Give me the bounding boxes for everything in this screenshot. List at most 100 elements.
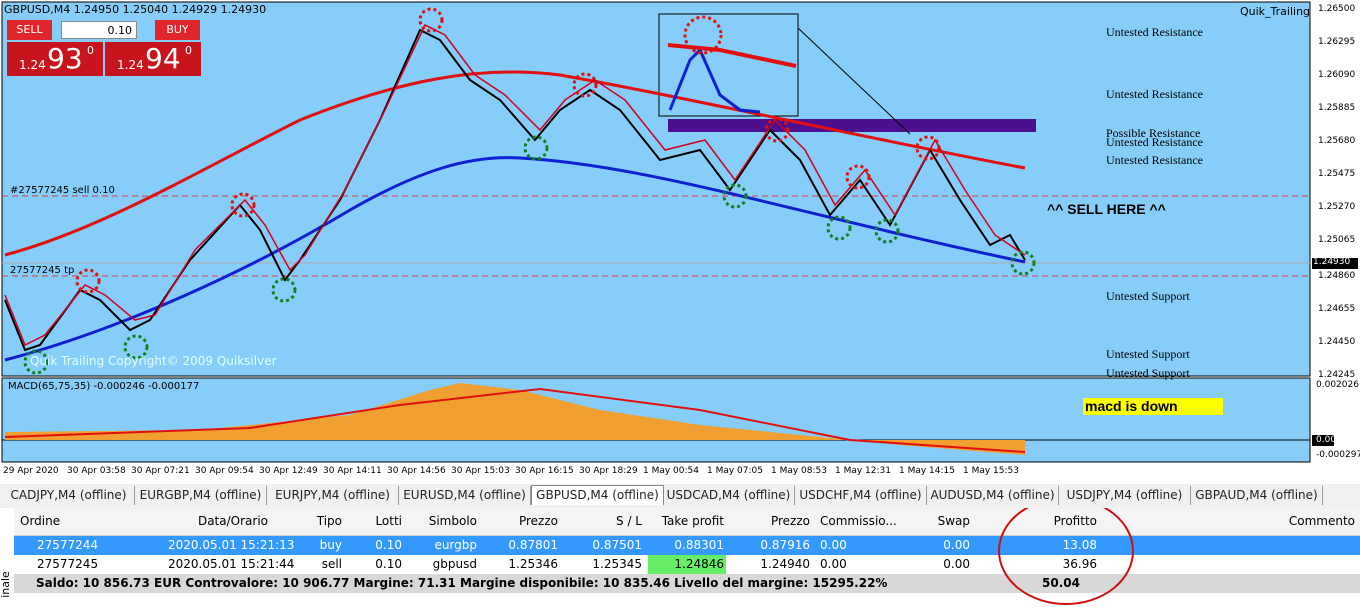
macd-histogram bbox=[5, 383, 1025, 455]
sell-sup: 0 bbox=[87, 44, 94, 57]
column-header: Take profit bbox=[661, 514, 724, 528]
signals bbox=[23, 7, 1036, 375]
copyright: Quik Trailing Copyright© 2009 Quiksilver bbox=[30, 354, 277, 368]
tab[interactable]: GBPAUD,M4 (offline) bbox=[1191, 486, 1323, 505]
tab[interactable]: AUDUSD,M4 (offline) bbox=[927, 486, 1059, 505]
macd-note-bg bbox=[1083, 398, 1223, 415]
tab[interactable]: EURJPY,M4 (offline) bbox=[267, 486, 399, 505]
row-selected-bg bbox=[14, 536, 1360, 555]
tab[interactable]: USDJPY,M4 (offline) bbox=[1059, 486, 1191, 505]
level-annotation: Untested Support bbox=[1106, 347, 1190, 361]
indicator-name: Quik_Trailing bbox=[1240, 5, 1311, 18]
level-annotation: Untested Resistance bbox=[1106, 153, 1203, 167]
column-header: S / L bbox=[616, 514, 642, 528]
table-cell: 0.87916 bbox=[760, 538, 810, 552]
table-cell: 2020.05.01 15:21:44 bbox=[168, 557, 295, 571]
table-cell: 1.25345 bbox=[592, 557, 642, 571]
price-label: 1.25475 bbox=[1318, 169, 1356, 179]
tab[interactable]: GBPUSD,M4 (offline) bbox=[531, 485, 664, 505]
level-annotation: Possible Resistance bbox=[1106, 126, 1201, 140]
macd-signal bbox=[4, 387, 1026, 453]
time-label: 30 Apr 14:11 bbox=[323, 466, 382, 476]
column-header: Lotti bbox=[375, 514, 402, 528]
time-label: 30 Apr 12:49 bbox=[259, 466, 318, 476]
buy-price[interactable]: 1.24 94 0 bbox=[105, 42, 201, 76]
table-cell: 13.08 bbox=[1062, 538, 1097, 552]
table-cell: 0.00 bbox=[820, 557, 847, 571]
price-label: 1.24245 bbox=[1318, 370, 1356, 380]
time-label: 30 Apr 15:03 bbox=[451, 466, 510, 476]
macd-axis-label: 0.002026 bbox=[1316, 380, 1359, 390]
sell-here: ^^ SELL HERE ^^ bbox=[1047, 201, 1166, 217]
table-cell: 0.88301 bbox=[674, 538, 724, 552]
current-price-bg bbox=[1312, 258, 1358, 269]
price-label: 1.25270 bbox=[1318, 202, 1356, 212]
current-price: 1.24930 bbox=[1313, 257, 1351, 267]
trade-panel: SELL 0.10 BUY 1.24 93 0 1.24 94 0 bbox=[7, 20, 201, 76]
level-annotation: Untested Support bbox=[1106, 289, 1190, 303]
table-cell: gbpusd bbox=[432, 557, 477, 571]
table-cell: 0.10 bbox=[375, 557, 402, 571]
arrow-line bbox=[797, 27, 911, 135]
tab[interactable]: USDCHF,M4 (offline) bbox=[795, 486, 927, 505]
price-label: 1.26500 bbox=[1318, 4, 1356, 14]
tab[interactable]: EURUSD,M4 (offline) bbox=[399, 486, 531, 505]
table-cell: 27577244 bbox=[37, 538, 99, 552]
table-cell: 1.25346 bbox=[508, 557, 558, 571]
zoom-red bbox=[667, 43, 797, 68]
table-cell: 36.96 bbox=[1062, 557, 1097, 571]
buy-button[interactable]: BUY bbox=[155, 20, 200, 40]
column-header: Ordine bbox=[20, 514, 61, 528]
sell-pips: 93 bbox=[47, 42, 83, 75]
time-label: 1 May 12:31 bbox=[835, 466, 891, 476]
column-header: Data/Orario bbox=[197, 514, 268, 528]
zoom-box bbox=[658, 13, 799, 117]
price-label: 1.26295 bbox=[1318, 37, 1356, 47]
lot-input[interactable]: 0.10 bbox=[61, 21, 137, 39]
price-label: 1.26090 bbox=[1318, 70, 1356, 80]
time-label: 30 Apr 14:56 bbox=[387, 466, 446, 476]
level-annotation: Untested Resistance bbox=[1106, 135, 1203, 149]
time-label: 30 Apr 18:29 bbox=[579, 466, 638, 476]
macd-axis-label: -0.000297 bbox=[1316, 450, 1360, 460]
time-label: 1 May 07:05 bbox=[707, 466, 763, 476]
column-header: Prezzo bbox=[770, 514, 810, 528]
level-annotation: Untested Resistance bbox=[1106, 87, 1203, 101]
sell-big: 1.24 bbox=[19, 58, 46, 72]
annotation bbox=[998, 508, 1134, 605]
tab[interactable]: CADJPY,M4 (offline) bbox=[3, 486, 135, 505]
price-label: 1.24450 bbox=[1318, 337, 1356, 347]
column-header: Profitto bbox=[1053, 514, 1097, 528]
column-header: Commento bbox=[1288, 514, 1355, 528]
time-label: 1 May 14:15 bbox=[899, 466, 955, 476]
table-cell: 0.87501 bbox=[592, 538, 642, 552]
tab[interactable]: USDCAD,M4 (offline) bbox=[663, 486, 795, 505]
sell-button[interactable]: SELL bbox=[7, 20, 52, 40]
column-header: Simbolo bbox=[428, 514, 477, 528]
macd-zero-bg bbox=[1312, 435, 1334, 446]
sell-price[interactable]: 1.24 93 0 bbox=[7, 42, 103, 76]
zone bbox=[668, 119, 1036, 132]
ma-blue bbox=[4, 156, 1026, 362]
main-pane bbox=[1, 1, 1311, 377]
buy-big: 1.24 bbox=[117, 58, 144, 72]
level-annotation: Untested Resistance bbox=[1106, 25, 1203, 39]
terminal-table: Saldo: 10 856.73 EUR Controvalore: 10 90… bbox=[0, 508, 1360, 607]
chart-window: GBPUSD,M4 1.24950 1.25040 1.24929 1.2493… bbox=[0, 0, 1360, 484]
time-label: 1 May 15:53 bbox=[963, 466, 1019, 476]
table-header bbox=[14, 508, 1360, 536]
table-cell: 27577245 bbox=[37, 557, 99, 571]
level-annotation: Untested Support bbox=[1106, 366, 1190, 380]
table-cell: 1.24940 bbox=[760, 557, 810, 571]
macd-note: macd is down bbox=[1085, 398, 1178, 414]
price-label: 1.24655 bbox=[1318, 304, 1356, 314]
time-label: 1 May 08:53 bbox=[771, 466, 827, 476]
tab[interactable]: EURGBP,M4 (offline) bbox=[135, 486, 267, 505]
time-label: 30 Apr 07:21 bbox=[131, 466, 190, 476]
time-label: 30 Apr 16:15 bbox=[515, 466, 574, 476]
price-candles bbox=[4, 28, 1026, 352]
price-label: 1.25885 bbox=[1318, 103, 1356, 113]
table-cell: 0.10 bbox=[375, 538, 402, 552]
table-cell: 0.87801 bbox=[508, 538, 558, 552]
trailing-line bbox=[4, 23, 1026, 347]
